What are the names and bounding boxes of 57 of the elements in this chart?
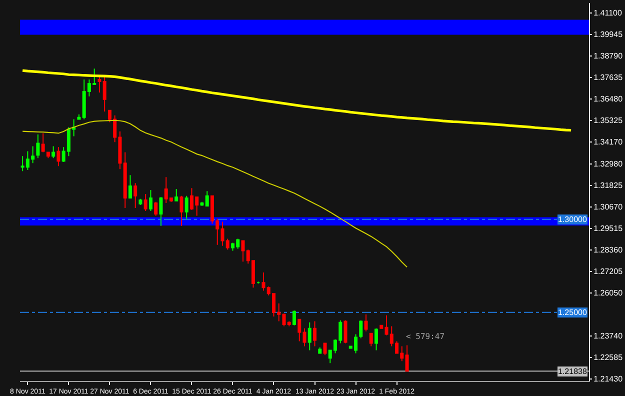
candlestick: [52, 146, 56, 159]
line-series: [21, 69, 572, 132]
candlestick: [318, 346, 322, 354]
candlestick: [313, 320, 317, 347]
candlestick: [226, 238, 230, 250]
y-tick-label: 1.29515: [594, 224, 624, 234]
candlestick: [405, 344, 409, 372]
line-series: [22, 120, 408, 268]
y-tick-label: 1.41100: [594, 8, 622, 18]
candlestick: [256, 281, 260, 284]
y-tick-label: 1.30670: [594, 202, 624, 212]
y-tick-label: 1.22585: [594, 353, 624, 362]
candlestick: [56, 146, 60, 167]
candlestick: [369, 332, 373, 347]
candlestick: [205, 190, 209, 206]
candlestick: [77, 114, 81, 120]
y-tick-label: 1.26050: [594, 288, 624, 298]
y-tick-label: 1.38790: [594, 52, 624, 61]
candlestick: [138, 198, 142, 206]
candlestick: [344, 320, 348, 344]
y-tick-label: 1.32980: [594, 160, 624, 169]
candlestick: [308, 322, 312, 351]
candlestick: [323, 342, 327, 356]
candlestick: [241, 240, 245, 262]
y-tick-label: 1.23740: [594, 332, 624, 341]
candlestick: [292, 310, 296, 326]
annotation: < 579:47: [406, 332, 445, 341]
candlestick: [128, 174, 132, 198]
candlestick: [134, 182, 138, 208]
candlestick: [174, 188, 178, 202]
y-tick-label: 1.36480: [594, 94, 624, 104]
candlestick: [380, 324, 384, 329]
y-tick-label: 1.21430: [594, 374, 624, 384]
candlestick: [36, 134, 40, 159]
candlestick: [374, 328, 378, 351]
candlestick: [159, 196, 163, 226]
candlestick: [184, 195, 188, 220]
y-tick-label: 1.39945: [594, 30, 624, 40]
ref-line-label: 1.21838: [558, 367, 588, 376]
ref-line-label: 1.25000: [558, 308, 588, 317]
ref-line-label: 1.30000: [558, 215, 588, 224]
candlestick: [144, 194, 148, 212]
candlestick: [98, 75, 102, 93]
candlestick: [102, 76, 106, 112]
candlestick: [123, 152, 127, 208]
y-tick-label: 1.28360: [594, 246, 624, 255]
y-tick-label: 1.27205: [594, 267, 624, 276]
candlestick: [180, 195, 184, 226]
candlestick: [148, 189, 152, 212]
y-tick-label: 1.34170: [594, 138, 624, 147]
y-tick-label: 1.35325: [594, 116, 624, 126]
y-tick-label: 1.31825: [594, 181, 624, 190]
candlestick: [200, 201, 204, 206]
candlestick: [359, 320, 363, 339]
candlestick: [154, 201, 158, 216]
candlestick: [364, 314, 368, 332]
y-tick-label: 1.37635: [594, 73, 624, 82]
